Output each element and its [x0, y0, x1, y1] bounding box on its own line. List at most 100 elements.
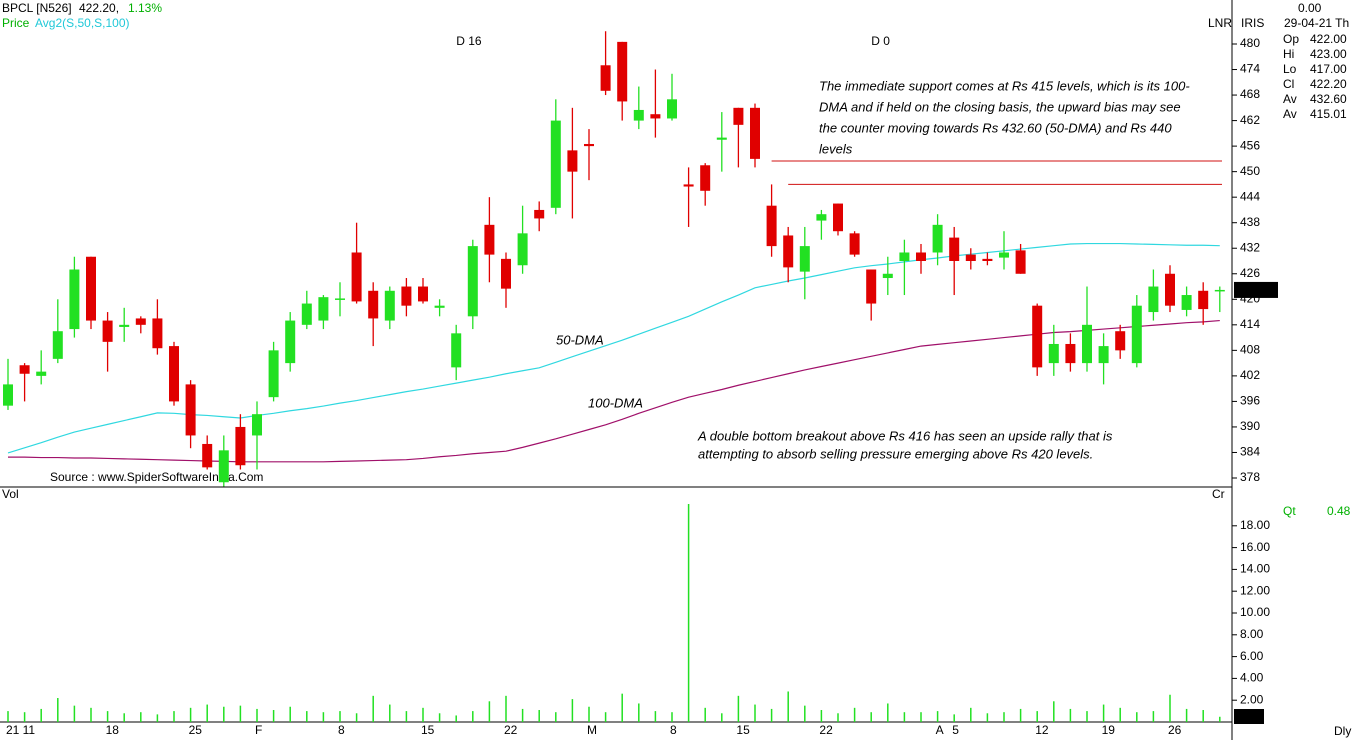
- annotation: The immediate support comes at Rs 415 le…: [819, 78, 1190, 93]
- y2-tick-label: 4.00: [1240, 671, 1264, 685]
- candle-body: [766, 205, 777, 247]
- info-value: 417.00: [1310, 62, 1347, 76]
- candle-body: [351, 252, 362, 302]
- volume-bar: [1169, 694, 1171, 722]
- volume-bar: [837, 713, 839, 722]
- y-tick-label: 414: [1240, 317, 1260, 331]
- candle-body: [617, 41, 628, 102]
- x-tick-label: 21: [6, 723, 20, 737]
- volume-bar: [472, 711, 474, 722]
- candle-body: [700, 165, 711, 191]
- volume-bar: [106, 711, 109, 722]
- candle-body: [1214, 289, 1225, 292]
- candle-body: [102, 320, 113, 342]
- candle-body: [1115, 331, 1126, 351]
- y-tick-label: 444: [1240, 189, 1260, 203]
- cr: Cr: [1212, 487, 1225, 501]
- candle-body: [69, 269, 80, 330]
- candle-body: [501, 258, 511, 289]
- volume-bar: [986, 713, 989, 722]
- volume-bar: [936, 711, 939, 722]
- candle-body: [335, 298, 345, 300]
- candle-body: [750, 107, 760, 159]
- volume-bar: [223, 706, 225, 722]
- volume-bar: [870, 712, 872, 722]
- candle-body: [882, 273, 893, 279]
- candle-body: [418, 286, 428, 302]
- source: Source : www.SpiderSoftwareIndia.Com: [50, 470, 263, 484]
- date: 29-04-21 Th: [1284, 16, 1349, 30]
- volume-bar: [687, 504, 690, 722]
- symbol: BPCL [N526]: [2, 1, 72, 15]
- candle-body: [1032, 305, 1043, 368]
- last-vol: 0.48: [1237, 709, 1261, 723]
- volume-bar: [588, 706, 590, 722]
- volume-bar: [920, 712, 922, 722]
- candle-body: [202, 443, 213, 468]
- candle-body: [1131, 305, 1142, 364]
- volume-bar: [1202, 710, 1204, 722]
- candle-body: [169, 346, 179, 402]
- candle-body: [1098, 346, 1109, 364]
- top-value: 0.00: [1298, 1, 1322, 15]
- candle-body: [833, 203, 843, 232]
- vol-label: Vol: [2, 487, 19, 501]
- volume-bar: [306, 711, 308, 722]
- candle-body: [1015, 250, 1026, 274]
- volume-bar: [887, 703, 889, 722]
- candle-body: [1048, 343, 1059, 364]
- volume-bar: [1036, 711, 1038, 722]
- candle-body: [916, 252, 926, 261]
- x-tick-label: 8: [338, 723, 345, 737]
- candle-body: [218, 450, 229, 483]
- price: 422.20,: [79, 1, 119, 15]
- candle-body: [301, 303, 312, 325]
- x-tick-label: 18: [106, 723, 120, 737]
- volume-bar: [156, 714, 159, 722]
- volume-bar: [123, 713, 125, 722]
- x-tick-label: 25: [189, 723, 203, 737]
- volume-bar: [90, 707, 92, 722]
- candle-body: [716, 137, 727, 140]
- lnr: LNR: [1208, 16, 1232, 30]
- moving-average: [7, 242, 1220, 454]
- candle-body: [1181, 295, 1192, 310]
- volume-bar: [853, 707, 856, 722]
- candle-body: [965, 254, 976, 261]
- info-label: Hi: [1283, 47, 1294, 61]
- candle-body: [633, 109, 644, 121]
- y-tick-label: 378: [1240, 470, 1260, 484]
- candle-body: [567, 150, 578, 172]
- y2-tick-label: 18.00: [1240, 518, 1270, 532]
- info-value: 415.01: [1310, 107, 1347, 121]
- y-tick-label: 474: [1240, 62, 1260, 76]
- y-tick-label: 408: [1240, 343, 1260, 357]
- candle-body: [667, 99, 677, 119]
- ma-label: 50-DMA: [556, 332, 604, 347]
- candle-body: [550, 120, 561, 208]
- x-tick-label: 22: [504, 723, 518, 737]
- y2-tick-label: 14.00: [1240, 562, 1270, 576]
- volume-bar: [1152, 711, 1155, 722]
- annotation: levels: [819, 141, 853, 156]
- candle-body: [1148, 286, 1159, 313]
- candle-body: [1198, 290, 1209, 310]
- volume-bar: [505, 695, 507, 722]
- y-tick-label: 396: [1240, 394, 1260, 408]
- volume-bar: [422, 707, 424, 722]
- y-tick-label: 384: [1240, 445, 1260, 459]
- y2-tick-label: 10.00: [1240, 605, 1270, 619]
- candle-body: [384, 290, 395, 321]
- volume-bar: [239, 705, 242, 722]
- y2-tick-label: 12.00: [1240, 583, 1270, 597]
- volume-bar: [372, 695, 374, 722]
- volume-bar: [256, 708, 258, 722]
- x-tick-label: A: [936, 723, 944, 737]
- x-tick-label: 19: [1102, 723, 1116, 737]
- x-tick-label: F: [255, 723, 262, 737]
- volume-bar: [787, 691, 789, 722]
- volume-bar: [1086, 711, 1088, 722]
- volume-bar: [1136, 712, 1138, 722]
- candle-body: [866, 269, 877, 304]
